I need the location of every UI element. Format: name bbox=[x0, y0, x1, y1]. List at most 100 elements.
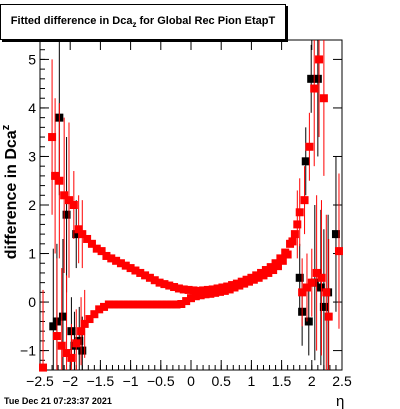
data-point bbox=[72, 339, 81, 348]
x-tick-label: −1.5 bbox=[87, 373, 115, 389]
data-point bbox=[100, 302, 109, 311]
data-point bbox=[58, 312, 67, 321]
data-point bbox=[324, 312, 333, 321]
data-point bbox=[121, 261, 130, 270]
x-tick-label: 1 bbox=[248, 373, 256, 389]
data-point bbox=[305, 142, 314, 151]
data-point bbox=[269, 266, 278, 275]
data-point bbox=[150, 276, 159, 285]
data-point bbox=[319, 302, 328, 311]
y-tick-label: 5 bbox=[28, 51, 36, 67]
data-point bbox=[136, 268, 145, 277]
x-tick-label: 2 bbox=[308, 373, 316, 389]
data-point bbox=[119, 300, 128, 309]
plot-axes: −2.5 −2 −1.5 −1 −0.5 0 0.5 1 1.5 2 2.5 −1 0 1 2 3 4 5 bbox=[20, 39, 352, 389]
data-point bbox=[77, 327, 86, 336]
data-point bbox=[67, 353, 76, 362]
data-point bbox=[290, 230, 299, 239]
data-point bbox=[64, 196, 73, 205]
data-point bbox=[264, 268, 273, 277]
data-point bbox=[95, 305, 104, 314]
data-point bbox=[48, 133, 57, 142]
data-point bbox=[129, 300, 138, 309]
data-point bbox=[85, 315, 94, 324]
y-tick-label: 1 bbox=[28, 246, 36, 262]
series-red bbox=[39, 40, 343, 372]
data-point bbox=[78, 346, 87, 355]
data-point bbox=[288, 237, 297, 246]
data-point bbox=[295, 273, 304, 282]
data-point bbox=[72, 230, 81, 239]
data-point bbox=[69, 201, 78, 209]
data-point bbox=[177, 300, 186, 308]
data-point bbox=[148, 300, 157, 309]
x-tick-label: 2.5 bbox=[332, 373, 352, 389]
data-point bbox=[201, 290, 210, 299]
data-point bbox=[116, 259, 125, 268]
data-point bbox=[316, 283, 325, 292]
data-point bbox=[254, 273, 263, 282]
chart-title-box: Fitted difference in Dcaz for Global Rec… bbox=[0, 4, 286, 40]
x-tick-label: −1 bbox=[123, 373, 139, 389]
data-point bbox=[83, 234, 92, 243]
y-axis-label-main: difference in Dca bbox=[3, 130, 20, 259]
data-point bbox=[174, 284, 183, 293]
data-point bbox=[112, 256, 121, 265]
data-point bbox=[162, 300, 171, 309]
data-series-layer bbox=[39, 40, 343, 372]
data-point bbox=[114, 300, 123, 309]
data-point bbox=[104, 300, 113, 309]
data-point bbox=[295, 208, 304, 217]
data-point bbox=[49, 322, 58, 331]
data-point bbox=[179, 285, 188, 294]
x-tick-label: 0.5 bbox=[211, 373, 231, 389]
data-point bbox=[131, 266, 140, 275]
x-axis-label: η bbox=[336, 393, 344, 409]
data-point bbox=[182, 297, 191, 306]
y-tick-label: −1 bbox=[20, 343, 36, 359]
data-point bbox=[160, 280, 169, 289]
data-point bbox=[307, 278, 316, 287]
data-point bbox=[153, 300, 162, 309]
chart-title-rest: for Global Rec Pion EtapT bbox=[136, 14, 276, 27]
data-point bbox=[143, 300, 152, 309]
data-point bbox=[313, 74, 322, 83]
data-point bbox=[187, 294, 195, 303]
data-point bbox=[283, 250, 292, 259]
data-point bbox=[55, 176, 64, 185]
data-point bbox=[107, 254, 116, 263]
data-point bbox=[126, 264, 135, 273]
data-point bbox=[196, 291, 205, 300]
y-tick-label: 0 bbox=[28, 294, 36, 310]
data-point bbox=[206, 289, 215, 298]
data-point bbox=[312, 268, 321, 277]
data-point bbox=[165, 281, 174, 290]
data-point bbox=[191, 292, 200, 301]
data-point bbox=[278, 256, 287, 265]
x-tick-label: 1.5 bbox=[272, 373, 292, 389]
data-point bbox=[145, 273, 154, 282]
data-point bbox=[102, 251, 111, 260]
data-point bbox=[57, 341, 66, 350]
data-point bbox=[60, 191, 69, 200]
data-point bbox=[301, 157, 310, 166]
data-point bbox=[97, 247, 106, 256]
data-point bbox=[310, 84, 319, 93]
timestamp: Tue Dec 21 07:23:37 2021 bbox=[4, 396, 112, 406]
x-tick-label: 0 bbox=[187, 373, 195, 389]
data-point bbox=[158, 300, 167, 309]
data-point bbox=[124, 300, 133, 309]
data-point bbox=[259, 271, 268, 280]
data-point bbox=[273, 262, 282, 271]
data-point bbox=[74, 225, 83, 234]
data-point bbox=[300, 196, 309, 205]
data-point bbox=[331, 230, 340, 239]
data-point bbox=[315, 55, 324, 64]
data-point bbox=[302, 283, 311, 292]
data-point bbox=[319, 94, 328, 103]
data-point bbox=[133, 300, 142, 309]
data-point bbox=[317, 273, 326, 282]
x-tick-label: −2 bbox=[62, 373, 78, 389]
data-point bbox=[220, 286, 229, 295]
